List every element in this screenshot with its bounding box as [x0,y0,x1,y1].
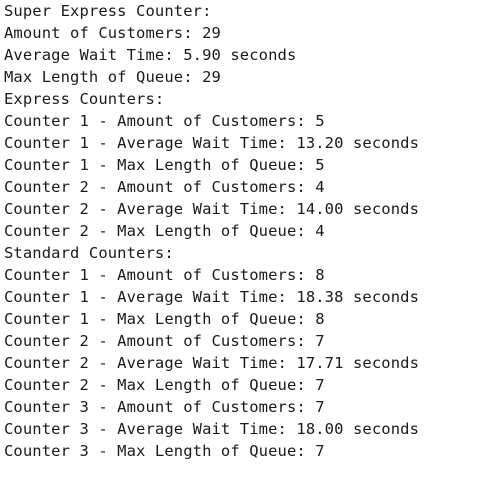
output-line: Counter 1 - Max Length of Queue: 8 [4,310,325,328]
output-line: Counter 2 - Amount of Customers: 4 [4,178,325,196]
output-line: Counter 1 - Max Length of Queue: 5 [4,156,325,174]
output-line: Counter 3 - Average Wait Time: 18.00 sec… [4,420,419,438]
output-line: Amount of Customers: 29 [4,24,221,42]
output-line: Average Wait Time: 5.90 seconds [4,46,297,64]
output-line: Counter 2 - Average Wait Time: 17.71 sec… [4,354,419,372]
output-line: Counter 3 - Max Length of Queue: 7 [4,442,325,460]
output-line: Counter 1 - Average Wait Time: 13.20 sec… [4,134,419,152]
output-line: Counter 2 - Max Length of Queue: 7 [4,376,325,394]
output-line: Counter 2 - Average Wait Time: 14.00 sec… [4,200,419,218]
section-heading-standard: Standard Counters: [4,244,174,262]
section-heading-express: Express Counters: [4,90,165,108]
output-line: Max Length of Queue: 29 [4,68,221,86]
output-line: Counter 1 - Amount of Customers: 8 [4,266,325,284]
console-edge-right [479,0,500,480]
output-line: Counter 3 - Amount of Customers: 7 [4,398,325,416]
output-line: Counter 1 - Amount of Customers: 5 [4,112,325,130]
output-line: Counter 2 - Max Length of Queue: 4 [4,222,325,240]
console-edge-bottom [0,462,479,480]
output-line: Counter 1 - Average Wait Time: 18.38 sec… [4,288,419,306]
section-heading-super-express: Super Express Counter: [4,2,212,20]
output-line: Counter 2 - Amount of Customers: 7 [4,332,325,350]
console-output: Super Express Counter: Amount of Custome… [4,2,419,460]
